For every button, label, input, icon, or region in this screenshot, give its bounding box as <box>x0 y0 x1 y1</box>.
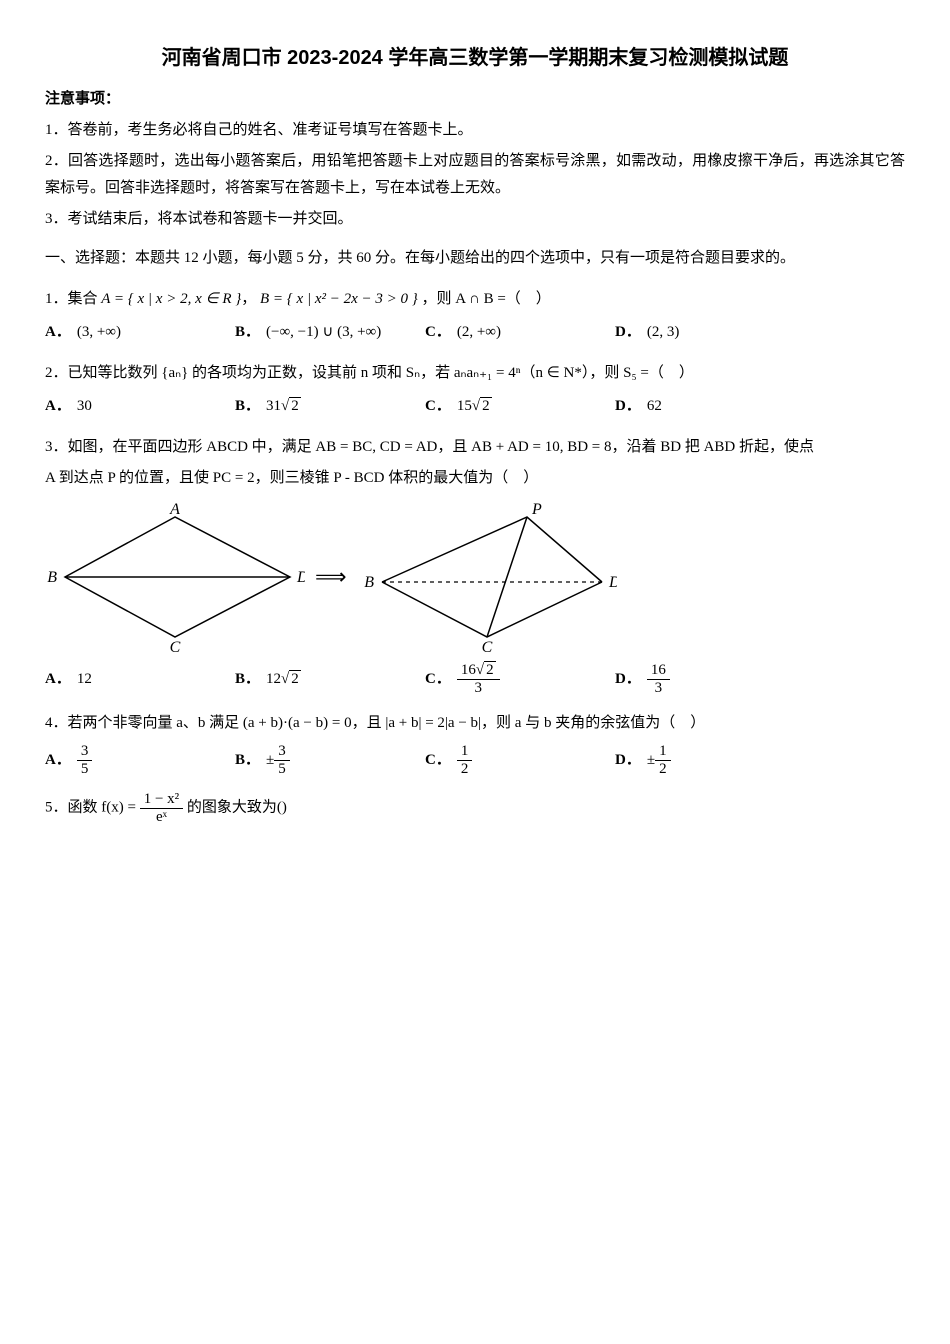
q1-tail: ，则 A ∩ B =（ ） <box>422 291 551 307</box>
q4-opt-D: D． ± 12 <box>615 743 775 777</box>
q1-opt-C: C．(2, +∞) <box>425 319 585 346</box>
q1-opt-A: A．(3, +∞) <box>45 319 205 346</box>
q3-diagram-row: A B C D ⟹ P B C D <box>45 502 905 652</box>
svg-text:P: P <box>531 502 542 518</box>
q2-opt-D: D．62 <box>615 393 775 420</box>
section-1-heading: 一、选择题：本题共 12 小题，每小题 5 分，共 60 分。在每小题给出的四个… <box>45 245 905 272</box>
q1-setB: B = { x | x² − 2x − 3 > 0 } <box>260 291 418 307</box>
svg-text:C: C <box>481 639 492 652</box>
question-1: 1．集合 A = { x | x > 2, x ∈ R }， B = { x |… <box>45 286 905 346</box>
q1-pre: 1．集合 <box>45 291 101 307</box>
page-title: 河南省周口市 2023-2024 学年高三数学第一学期期末复习检测模拟试题 <box>45 40 905 76</box>
question-3: 3．如图，在平面四边形 ABCD 中，满足 AB = BC, CD = AD，且… <box>45 434 905 696</box>
q3-opt-C: C． 16√2 3 <box>425 662 585 696</box>
fold-arrow-icon: ⟹ <box>315 557 347 597</box>
q3-fig-right: P B C D <box>357 502 617 652</box>
question-5: 5．函数 f(x) = 1 − x² eˣ 的图象大致为() <box>45 791 905 825</box>
q3-line2: A 到达点 P 的位置，且使 PC = 2，则三棱锥 P - BCD 体积的最大… <box>45 465 905 492</box>
q2-opt-B: B． 31√2 <box>235 393 395 420</box>
svg-text:D: D <box>608 574 617 591</box>
q4-opt-B: B． ± 35 <box>235 743 395 777</box>
q4-opt-A: A． 35 <box>45 743 205 777</box>
note-1: 1．答卷前，考生务必将自己的姓名、准考证号填写在答题卡上。 <box>45 117 905 144</box>
q3-options: A．12 B． 12√2 C． 16√2 3 D． 16 3 <box>45 662 905 696</box>
q2-options: A．30 B． 31√2 C． 15√2 D．62 <box>45 393 905 420</box>
notes-heading: 注意事项： <box>45 86 905 113</box>
question-2: 2．已知等比数列 {aₙ} 的各项均为正数，设其前 n 项和 Sₙ，若 aₙaₙ… <box>45 360 905 420</box>
q3-fig-left: A B C D <box>45 502 305 652</box>
q1-stem: 1．集合 A = { x | x > 2, x ∈ R }， B = { x |… <box>45 286 905 313</box>
q1-opt-D: D．(2, 3) <box>615 319 775 346</box>
q4-stem: 4．若两个非零向量 a、b 满足 (a + b)·(a − b) = 0，且 |… <box>45 710 905 737</box>
q4-opt-C: C． 12 <box>425 743 585 777</box>
note-2: 2．回答选择题时，选出每小题答案后，用铅笔把答题卡上对应题目的答案标号涂黑，如需… <box>45 148 905 202</box>
question-4: 4．若两个非零向量 a、b 满足 (a + b)·(a − b) = 0，且 |… <box>45 710 905 777</box>
q1-setA: A = { x | x > 2, x ∈ R } <box>101 291 241 307</box>
q4-options: A． 35 B． ± 35 C． 12 D． ± 12 <box>45 743 905 777</box>
q2-stem: 2．已知等比数列 {aₙ} 的各项均为正数，设其前 n 项和 Sₙ，若 aₙaₙ… <box>45 360 905 387</box>
svg-text:C: C <box>170 639 181 652</box>
q2-opt-A: A．30 <box>45 393 205 420</box>
svg-text:D: D <box>296 569 305 586</box>
svg-text:B: B <box>364 574 374 591</box>
q3-opt-A: A．12 <box>45 666 205 693</box>
q1-options: A．(3, +∞) B．(−∞, −1) ∪ (3, +∞) C．(2, +∞)… <box>45 319 905 346</box>
q3-opt-D: D． 16 3 <box>615 662 775 696</box>
svg-text:A: A <box>169 502 180 518</box>
svg-text:B: B <box>47 569 57 586</box>
note-3: 3．考试结束后，将本试卷和答题卡一并交回。 <box>45 206 905 233</box>
q1-opt-B: B．(−∞, −1) ∪ (3, +∞) <box>235 319 395 346</box>
q5-stem: 5．函数 f(x) = 1 − x² eˣ 的图象大致为() <box>45 791 905 825</box>
q3-opt-B: B． 12√2 <box>235 666 395 693</box>
q2-opt-C: C． 15√2 <box>425 393 585 420</box>
q3-line1: 3．如图，在平面四边形 ABCD 中，满足 AB = BC, CD = AD，且… <box>45 434 905 461</box>
